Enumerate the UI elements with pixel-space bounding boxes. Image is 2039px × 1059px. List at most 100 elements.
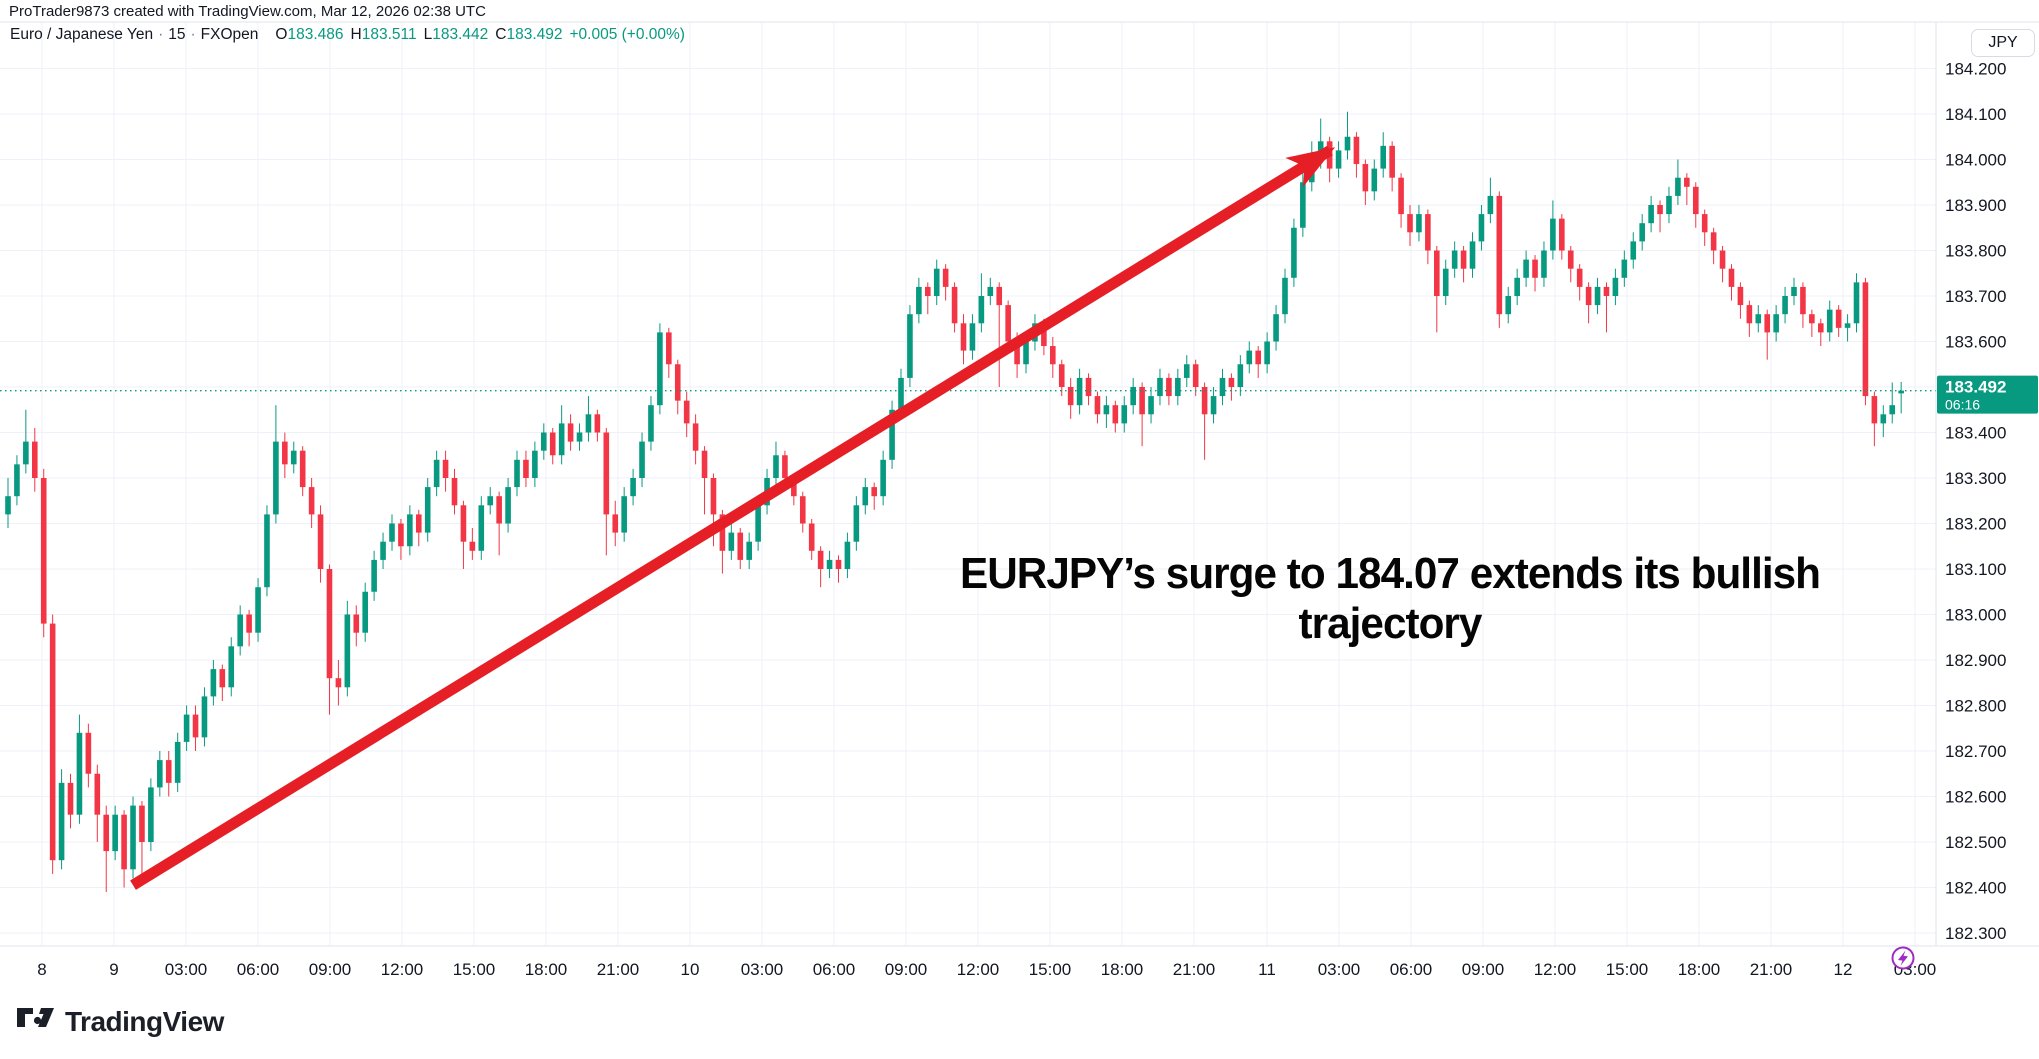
- candle-body: [1880, 414, 1887, 424]
- candle-body: [1737, 286, 1744, 306]
- price-axis-label: 183.100: [1945, 560, 2006, 579]
- exchange-label[interactable]: FXOpen: [200, 26, 259, 43]
- time-axis-label: 09:00: [1462, 960, 1505, 979]
- candle-body: [371, 559, 377, 592]
- candle-body: [1889, 405, 1896, 415]
- time-axis-label: 12:00: [381, 960, 424, 979]
- symbol-title[interactable]: Euro / Japanese Yen: [10, 26, 154, 43]
- candle-body: [1255, 350, 1261, 365]
- candle-body: [326, 569, 333, 679]
- candle-body: [817, 550, 824, 569]
- time-axis-label: 09:00: [309, 960, 352, 979]
- headline-line1: EURJPY’s surge to 184.07 extends its bul…: [960, 549, 1821, 598]
- price-axis-label: 184.100: [1945, 105, 2006, 124]
- low-label: L: [423, 26, 433, 43]
- candle-body: [282, 441, 288, 465]
- price-axis[interactable]: 184.200 184.100 184.000 183.900 183.800 183.7…: [1945, 60, 2006, 944]
- candle-body: [1103, 405, 1110, 415]
- candle-body: [951, 286, 958, 324]
- candle-body: [1559, 218, 1565, 251]
- symbol-legend[interactable]: Euro / Japanese Yen · 15 · FXOpen O183.486 H18…: [10, 26, 685, 44]
- candle-body: [1237, 364, 1244, 387]
- ohlc-values: O183.486 H183.511 L183.442 C183.492 +0.005 (…: [268, 26, 685, 43]
- price-axis-label: 184.200: [1945, 60, 2006, 79]
- candle-body: [960, 323, 967, 351]
- headline-annotation[interactable]: EURJPY’s surge to 184.07 extends its bul…: [948, 549, 1831, 649]
- price-axis-label: 182.600: [1945, 788, 2006, 807]
- candle-body: [1746, 305, 1753, 324]
- candle-body: [567, 423, 574, 442]
- candle-body: [76, 732, 83, 815]
- time-axis-label: 21:00: [597, 960, 640, 979]
- candle-body: [576, 432, 583, 442]
- time-axis-label: 12:00: [957, 960, 1000, 979]
- high-label: H: [350, 26, 362, 43]
- candle-body: [1684, 177, 1690, 187]
- price-axis-label: 182.300: [1945, 924, 2006, 943]
- legend-separator: ·: [190, 26, 196, 43]
- time-axis-label: 21:00: [1750, 960, 1793, 979]
- candle-body: [1478, 214, 1485, 242]
- candle-body: [1389, 145, 1395, 178]
- candle-body: [532, 450, 538, 478]
- candle-body: [308, 487, 315, 515]
- candle-body: [1112, 405, 1119, 424]
- currency-unit-button[interactable]: JPY: [1971, 29, 2035, 57]
- time-axis[interactable]: 8 9 03:00 06:00 09:00 12:00 15:00 18:00 21:00 10 0…: [37, 960, 1936, 979]
- candle-body: [880, 459, 886, 497]
- candle-body: [1773, 314, 1779, 333]
- candle-body: [1835, 309, 1842, 328]
- low-value: 183.442: [432, 26, 489, 43]
- candle-body: [451, 478, 458, 506]
- price-axis-label: 183.700: [1945, 287, 2006, 306]
- candle-body: [1085, 377, 1092, 397]
- tradingview-logo[interactable]: TradingView: [16, 1006, 224, 1038]
- candle-body: [1817, 323, 1824, 333]
- candle-body: [1585, 286, 1592, 306]
- badge-price: 183.492: [1945, 378, 2006, 397]
- candle-body: [1192, 364, 1199, 387]
- candle-body: [1639, 223, 1645, 242]
- open-label: O: [275, 26, 288, 43]
- candle-body: [719, 514, 726, 551]
- interval-label[interactable]: 15: [168, 26, 186, 43]
- trend-arrow-annotation[interactable]: [130, 145, 1336, 890]
- candle-body: [585, 414, 592, 433]
- candle-body: [782, 455, 788, 478]
- candle-series: [5, 111, 1904, 893]
- candle-body: [1496, 195, 1503, 315]
- candle-body: [1166, 377, 1172, 397]
- candle-body: [603, 432, 610, 515]
- time-axis-label: 06:00: [1390, 960, 1433, 979]
- candle-body: [898, 377, 904, 410]
- candle-body: [219, 669, 226, 688]
- candle-body: [1130, 387, 1136, 406]
- candle-body: [1291, 227, 1297, 278]
- candle-body: [58, 782, 65, 861]
- candle-body: [1862, 282, 1869, 397]
- event-lightning-icon[interactable]: [1891, 946, 1915, 970]
- candle-body: [380, 541, 386, 560]
- candle-body: [621, 496, 627, 533]
- candle-body: [826, 559, 833, 569]
- candle-body: [139, 805, 145, 842]
- price-axis-label: 183.200: [1945, 515, 2006, 534]
- candle-body: [1041, 323, 1047, 347]
- candle-body: [1183, 364, 1190, 378]
- candle-body: [1121, 405, 1128, 424]
- candle-body: [889, 409, 895, 460]
- candle-body: [1246, 350, 1253, 365]
- badge-countdown: 06:16: [1945, 397, 1980, 413]
- candle-body: [755, 505, 761, 542]
- change-value: +0.005 (+0.00%): [569, 26, 685, 43]
- candle-body: [1871, 396, 1878, 424]
- price-axis-label: 182.700: [1945, 742, 2006, 761]
- candle-body: [1755, 314, 1762, 324]
- candle-body: [5, 496, 11, 515]
- candle-body: [1657, 205, 1663, 215]
- candle-body: [835, 559, 842, 569]
- candle-body: [1175, 377, 1181, 397]
